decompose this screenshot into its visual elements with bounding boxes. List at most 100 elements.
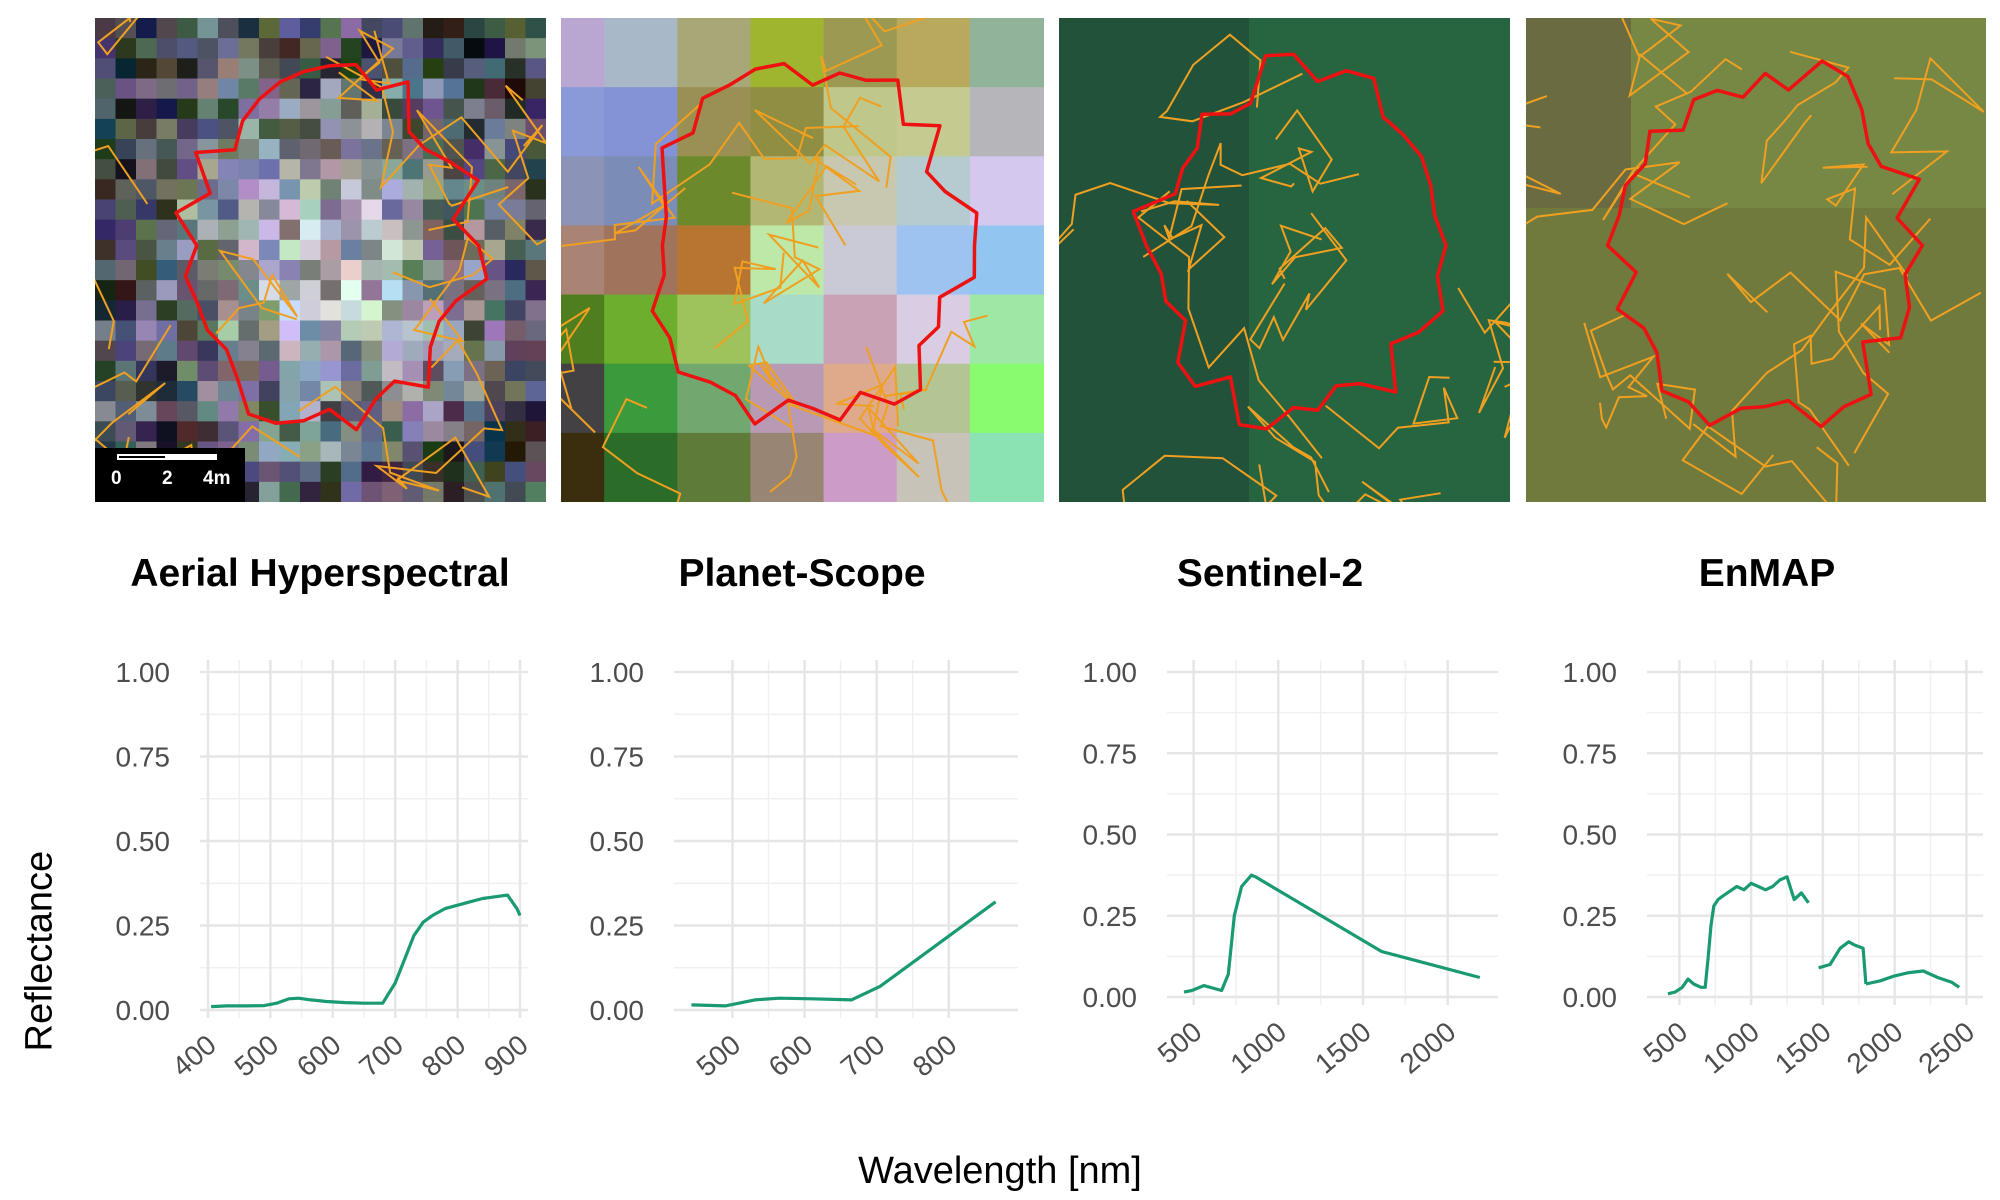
map-pixel — [402, 219, 424, 241]
map-pixel — [341, 199, 362, 221]
map-pixel — [464, 98, 485, 120]
map-pixel — [197, 78, 219, 100]
map-pixel — [505, 260, 526, 281]
map-pixel — [484, 381, 506, 402]
map-pixel — [750, 225, 825, 296]
map-pixel — [197, 360, 219, 382]
map-pixel — [320, 441, 342, 463]
map-pixel — [341, 300, 362, 321]
y-tick-label: 0.75 — [116, 742, 171, 773]
map-pixel — [238, 199, 260, 221]
map-pixel — [156, 300, 178, 321]
y-tick-label: 0.50 — [590, 826, 645, 857]
map-pixel — [382, 280, 403, 301]
chart-0: 0.00 0.25 0.50 0.75 1.00 400 500 600 700 800 900 — [116, 657, 534, 1083]
map-pixel — [115, 38, 137, 59]
map-pixel — [505, 38, 526, 59]
map-pixel — [969, 363, 1044, 434]
map-pixel — [115, 78, 137, 100]
map-pixel — [464, 139, 485, 160]
map-pixel — [443, 98, 465, 120]
map-pixel — [341, 340, 362, 362]
segment-outline — [1583, 322, 1657, 430]
map-pixel — [361, 481, 383, 502]
crown-outline — [1605, 59, 1925, 429]
map-pixel — [177, 381, 198, 402]
crown-outline — [650, 61, 979, 426]
map-pixel — [156, 239, 178, 261]
map-pixel — [320, 18, 342, 39]
map-pixel — [361, 260, 383, 281]
map-pixel — [177, 300, 198, 321]
chart-2: 0.00 0.25 0.50 0.75 1.00 500 1000 1500 2000 — [1083, 657, 1498, 1080]
map-pixel — [443, 18, 465, 39]
map-pixel — [402, 441, 424, 463]
y-tick-label: 0.50 — [116, 826, 171, 857]
map-pixel — [259, 118, 280, 140]
map-pixel — [279, 199, 301, 221]
map-pixel — [238, 360, 260, 382]
x-tick-label: 400 — [166, 1029, 222, 1083]
map-pixel — [95, 280, 116, 301]
segment-outline — [1822, 163, 1932, 267]
map-pixel — [177, 78, 198, 100]
map-pixel — [484, 18, 506, 39]
map-pixel — [525, 280, 546, 301]
segment-outline — [820, 18, 928, 188]
map-pixel — [300, 98, 321, 120]
map-pixel — [341, 280, 362, 301]
map-pixel — [95, 98, 116, 120]
map-pixel — [382, 421, 403, 442]
map-pixel — [115, 139, 137, 160]
series-line-crown-swir2 — [1818, 940, 1868, 985]
x-tick-label: 2000 — [1841, 1016, 1909, 1080]
segment-outline — [1157, 33, 1303, 123]
map-pixel — [300, 340, 321, 362]
map-pixel — [464, 38, 485, 59]
map-pixel — [218, 199, 239, 221]
map-pixel — [197, 199, 219, 221]
map-pixel — [197, 58, 219, 79]
map-pixel — [279, 340, 301, 362]
map-pixel — [136, 239, 157, 261]
segment-outline — [835, 363, 920, 478]
map-pixel — [218, 179, 239, 200]
segment-outline — [1142, 142, 1360, 258]
map-pixel — [896, 156, 971, 227]
x-tick-label: 700 — [835, 1029, 891, 1083]
map-pixel — [423, 199, 444, 221]
map-pixel — [382, 300, 403, 321]
scale-bar-label-4m: 4m — [203, 468, 231, 489]
map-pixel — [259, 481, 280, 502]
map-pixel — [443, 381, 465, 402]
map-pixel — [115, 118, 137, 140]
map-pixel — [382, 401, 403, 422]
map-pixel — [320, 199, 342, 221]
map-pixel — [259, 179, 280, 200]
map-pixel — [484, 260, 506, 281]
x-tick-label: 700 — [353, 1029, 409, 1083]
map-pixel — [218, 219, 239, 241]
map-pixel — [484, 320, 506, 342]
segment-outline — [1681, 424, 1839, 502]
map-pixel — [279, 139, 301, 160]
map-pixel — [197, 219, 219, 241]
map-pixel — [177, 360, 198, 382]
map-pixel — [197, 401, 219, 422]
map-pixel — [341, 239, 362, 261]
segment-outline — [601, 397, 682, 502]
map-pixel — [402, 280, 424, 301]
map-pixel — [341, 38, 362, 59]
map-pixel — [750, 294, 825, 365]
map-pixel — [484, 360, 506, 382]
map-pixel — [218, 280, 239, 301]
map-pixel — [382, 320, 403, 342]
map-pixel — [156, 38, 178, 59]
segment-outline — [373, 338, 504, 490]
map-pixel — [136, 219, 157, 241]
segment-outline — [1163, 184, 1242, 273]
map-pixel — [423, 260, 444, 281]
segment-outline — [1526, 95, 1562, 195]
map-pixel — [115, 421, 137, 442]
map-pixel — [443, 78, 465, 100]
